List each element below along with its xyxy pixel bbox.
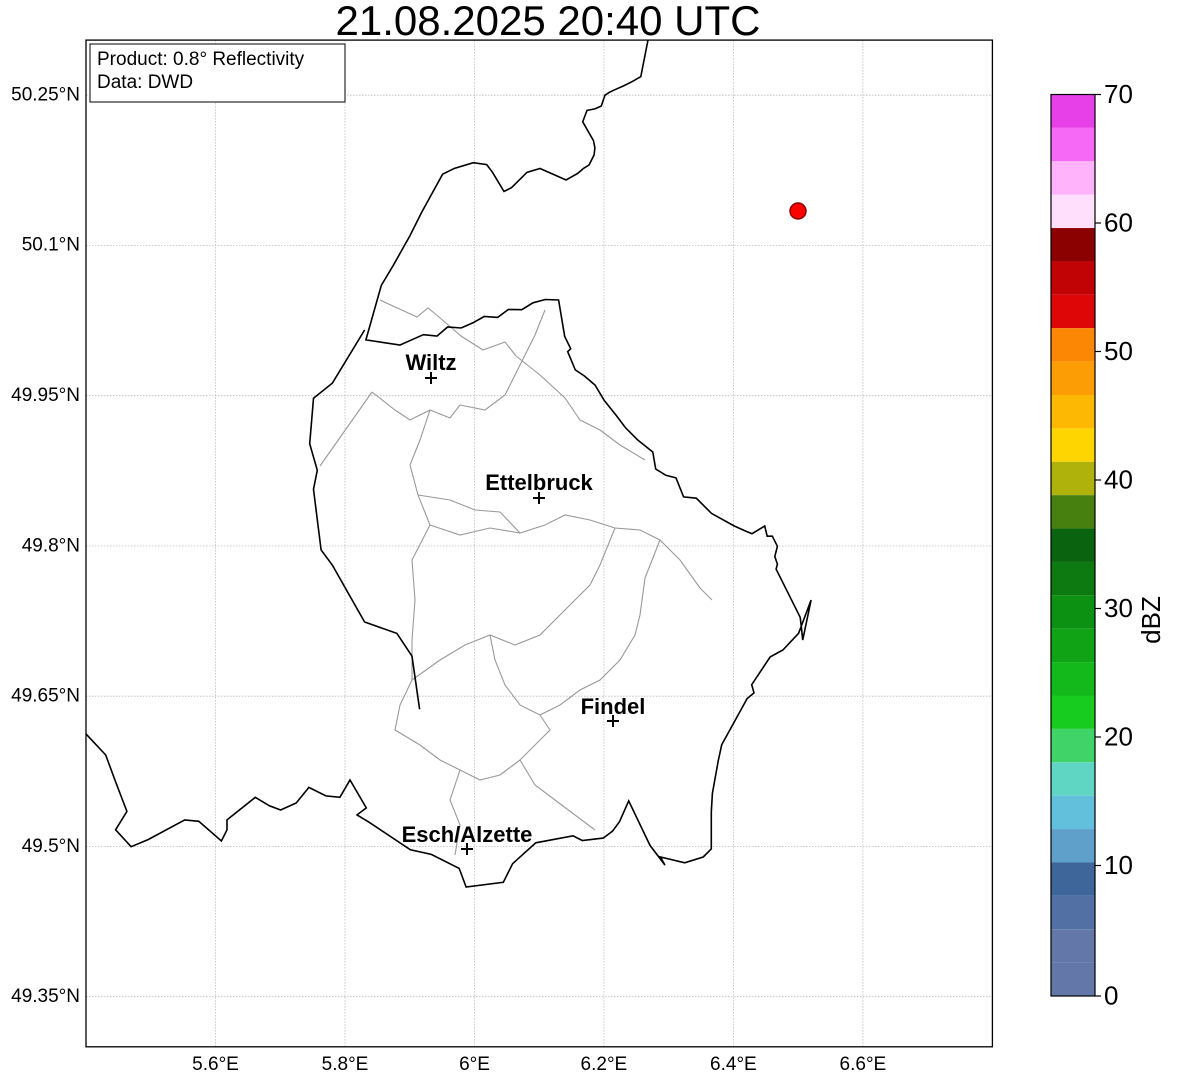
svg-text:49.35°N: 49.35°N — [11, 986, 80, 1007]
svg-text:5.6°E: 5.6°E — [192, 1054, 239, 1075]
svg-text:70: 70 — [1104, 79, 1133, 109]
svg-text:49.5°N: 49.5°N — [22, 836, 80, 857]
svg-text:50.25°N: 50.25°N — [11, 85, 80, 106]
svg-text:20: 20 — [1104, 722, 1133, 752]
svg-text:10: 10 — [1104, 850, 1133, 880]
svg-text:6°E: 6°E — [459, 1054, 490, 1075]
svg-text:Product: 0.8° Reflectivity: Product: 0.8° Reflectivity — [97, 49, 305, 70]
svg-text:5.8°E: 5.8°E — [322, 1054, 369, 1075]
svg-text:49.95°N: 49.95°N — [11, 385, 80, 406]
svg-text:6.6°E: 6.6°E — [840, 1054, 887, 1075]
svg-text:60: 60 — [1104, 208, 1133, 238]
svg-text:dBZ: dBZ — [1136, 596, 1166, 644]
svg-text:0: 0 — [1104, 981, 1118, 1011]
svg-text:50.1°N: 50.1°N — [22, 235, 80, 256]
svg-text:49.65°N: 49.65°N — [11, 686, 80, 707]
svg-text:Data: DWD: Data: DWD — [97, 72, 193, 93]
svg-text:Ettelbruck: Ettelbruck — [485, 470, 593, 495]
svg-text:21.08.2025 20:40 UTC: 21.08.2025 20:40 UTC — [336, 0, 761, 44]
svg-text:30: 30 — [1104, 593, 1133, 623]
svg-text:40: 40 — [1104, 465, 1133, 495]
svg-text:6.2°E: 6.2°E — [581, 1054, 628, 1075]
svg-text:49.8°N: 49.8°N — [22, 535, 80, 556]
svg-text:50: 50 — [1104, 336, 1133, 366]
svg-text:Wiltz: Wiltz — [405, 350, 456, 375]
svg-text:6.4°E: 6.4°E — [710, 1054, 757, 1075]
